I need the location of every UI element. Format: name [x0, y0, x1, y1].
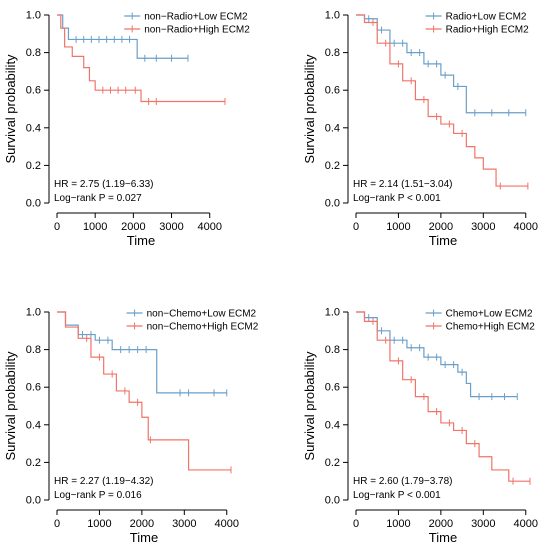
km-panel-2: 0.0 0.2 0.4 0.6 0.8 1.0 0 1000 2000 3000 4000 Time S…	[302, 10, 538, 249]
x-tick-label: 4000	[514, 518, 538, 530]
x-axis-label: Time	[429, 233, 457, 248]
y-axis-label: Survival probability	[302, 54, 317, 164]
x-tick-label: 0	[353, 518, 359, 530]
y-tick-label: 0.8	[325, 47, 340, 59]
legend-entry-2: non−Chemo+High ECM2	[147, 322, 259, 333]
x-tick-label: 2000	[121, 221, 145, 233]
y-tick-label: 0.6	[325, 85, 340, 97]
x-axis-label: Time	[429, 530, 457, 545]
y-tick-label: 0.4	[325, 419, 340, 431]
y-tick-label: 0.0	[26, 198, 41, 210]
stat-annotation-1: HR = 2.27 (1.19−4.32)	[54, 476, 154, 487]
y-tick-label: 1.0	[325, 307, 340, 319]
stat-annotation-2: Log−rank P < 0.001	[353, 193, 441, 204]
x-tick-label: 3000	[471, 221, 495, 233]
x-tick-label: 0	[54, 221, 60, 233]
y-tick-label: 0.0	[26, 495, 41, 507]
km-panel-1: 0.0 0.2 0.4 0.6 0.8 1.0 0 1000 2000 3000 4000 Time S…	[3, 10, 250, 249]
km-curve-series-1	[57, 14, 188, 59]
km-curve-series-2	[57, 311, 231, 471]
y-tick-label: 0.2	[26, 160, 41, 172]
x-tick-label: 3000	[172, 518, 196, 530]
legend-entry-2: Radio+High ECM2	[446, 25, 530, 36]
x-tick-label: 1000	[87, 518, 111, 530]
legend-entry-1: non−Radio+Low ECM2	[144, 12, 248, 23]
x-tick-label: 0	[353, 221, 359, 233]
y-tick-label: 0.4	[26, 419, 41, 431]
x-tick-label: 3000	[159, 221, 183, 233]
y-tick-label: 1.0	[26, 10, 41, 22]
y-tick-label: 0.6	[26, 382, 41, 394]
stat-annotation-1: HR = 2.14 (1.51−3.04)	[353, 179, 453, 190]
y-tick-label: 0.8	[26, 344, 41, 356]
stat-annotation-1: HR = 2.75 (1.19−6.33)	[54, 179, 154, 190]
stat-annotation-2: Log−rank P = 0.016	[54, 490, 142, 501]
legend-entry-2: non−Radio+High ECM2	[144, 25, 250, 36]
km-curve-series-1	[356, 14, 526, 114]
x-axis-label: Time	[130, 530, 158, 545]
y-axis-label: Survival probability	[3, 351, 18, 461]
legend-entry-2: Chemo+High ECM2	[446, 322, 536, 333]
km-curve-series-1	[356, 311, 518, 398]
x-tick-label: 1000	[386, 518, 410, 530]
y-tick-label: 0.0	[325, 495, 340, 507]
legend-entry-1: Radio+Low ECM2	[446, 12, 527, 23]
y-tick-label: 1.0	[26, 307, 41, 319]
km-panel-4: 0.0 0.2 0.4 0.6 0.8 1.0 0 1000 2000 3000 4000 Time S…	[302, 307, 538, 546]
y-tick-label: 0.4	[26, 122, 41, 134]
x-tick-label: 1000	[83, 221, 107, 233]
stat-annotation-1: HR = 2.60 (1.79−3.78)	[353, 476, 453, 487]
y-tick-label: 0.2	[325, 457, 340, 469]
y-tick-label: 1.0	[325, 10, 340, 22]
stat-annotation-2: Log−rank P = 0.027	[54, 193, 142, 204]
km-curve-series-2	[356, 14, 528, 187]
y-tick-label: 0.8	[26, 47, 41, 59]
y-tick-label: 0.6	[26, 85, 41, 97]
x-tick-label: 4000	[514, 221, 538, 233]
y-axis-label: Survival probability	[302, 351, 317, 461]
x-tick-label: 2000	[429, 221, 453, 233]
km-panel-3: 0.0 0.2 0.4 0.6 0.8 1.0 0 1000 2000 3000 4000 Time S…	[3, 307, 259, 546]
x-axis-label: Time	[127, 233, 155, 248]
x-tick-label: 2000	[429, 518, 453, 530]
stat-annotation-2: Log−rank P < 0.001	[353, 490, 441, 501]
x-tick-label: 3000	[471, 518, 495, 530]
y-tick-label: 0.6	[325, 382, 340, 394]
km-curve-series-2	[356, 311, 530, 482]
x-tick-label: 4000	[197, 221, 221, 233]
legend-entry-1: non−Chemo+Low ECM2	[147, 309, 257, 320]
y-axis-label: Survival probability	[3, 54, 18, 164]
y-tick-label: 0.8	[325, 344, 340, 356]
x-tick-label: 2000	[130, 518, 154, 530]
y-tick-label: 0.2	[325, 160, 340, 172]
y-tick-label: 0.4	[325, 122, 340, 134]
x-tick-label: 4000	[215, 518, 239, 530]
y-tick-label: 0.2	[26, 457, 41, 469]
y-tick-label: 0.0	[325, 198, 340, 210]
legend-entry-1: Chemo+Low ECM2	[446, 309, 533, 320]
x-tick-label: 1000	[386, 221, 410, 233]
x-tick-label: 0	[54, 518, 60, 530]
